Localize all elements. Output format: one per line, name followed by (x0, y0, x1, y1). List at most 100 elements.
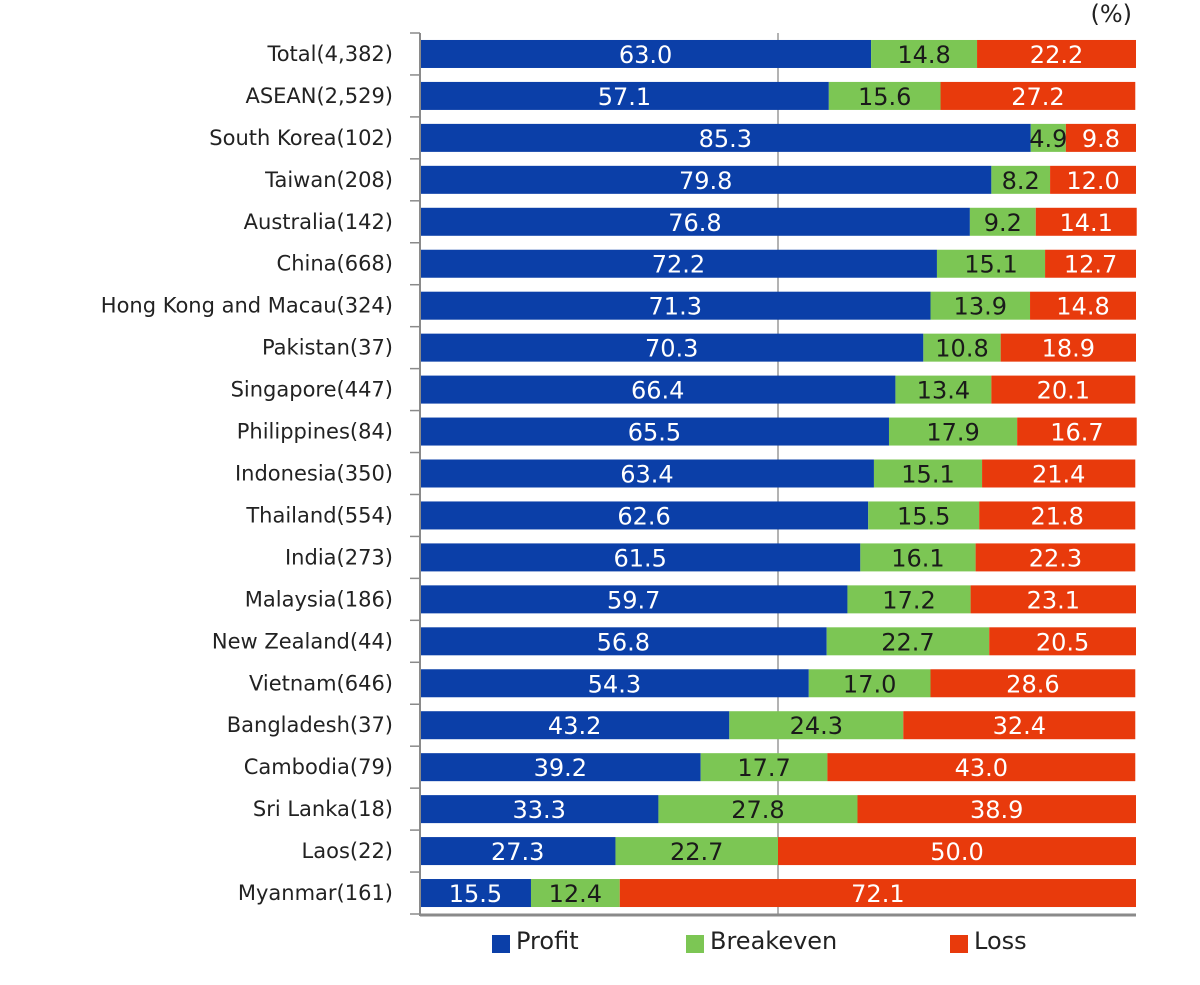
bar-profit (420, 81, 829, 110)
legend-item-profit: Profit (492, 927, 579, 955)
category-label: China(668) (277, 252, 393, 276)
data-label-breakeven: 14.8 (897, 41, 950, 69)
data-label-breakeven: 15.5 (897, 502, 950, 530)
data-label-profit: 66.4 (631, 377, 684, 405)
bar-breakeven (658, 795, 858, 824)
data-label-profit: 61.5 (613, 544, 666, 572)
legend-label-loss: Loss (974, 927, 1027, 955)
data-label-profit: 39.2 (534, 754, 587, 782)
data-label-loss: 18.9 (1042, 335, 1095, 363)
bar-loss (827, 753, 1136, 782)
bar-loss (940, 81, 1136, 110)
bar-breakeven (923, 333, 1001, 362)
bar-breakeven (826, 627, 990, 656)
data-label-breakeven: 12.4 (549, 880, 602, 908)
bar-loss (1030, 291, 1136, 320)
bar-loss (979, 501, 1136, 530)
data-label-loss: 21.8 (1031, 502, 1084, 530)
category-label: Indonesia(350) (235, 462, 393, 486)
category-label: Myanmar(161) (238, 881, 393, 905)
bar-loss (903, 711, 1136, 740)
category-label: Vietnam(646) (249, 671, 393, 695)
data-label-profit: 76.8 (668, 209, 721, 237)
bar-loss (1017, 417, 1137, 446)
bar-loss (857, 795, 1136, 824)
bar-profit (420, 333, 924, 362)
data-label-loss: 9.8 (1082, 125, 1120, 153)
bar-breakeven (936, 249, 1046, 278)
category-label: Sri Lanka(18) (253, 797, 393, 821)
bar-breakeven (930, 291, 1031, 320)
legend-label-profit: Profit (516, 927, 579, 955)
category-label: Hong Kong and Macau(324) (101, 294, 393, 318)
bar-profit (420, 417, 889, 446)
category-label: Taiwan(208) (264, 168, 393, 192)
data-label-breakeven: 16.1 (891, 544, 944, 572)
data-label-profit: 72.2 (652, 251, 705, 279)
bar-breakeven (729, 711, 904, 740)
data-label-breakeven: 27.8 (731, 796, 784, 824)
data-label-loss: 14.1 (1060, 209, 1113, 237)
data-label-loss: 20.5 (1036, 628, 1089, 656)
bar-profit (420, 795, 659, 824)
bar-profit (420, 543, 861, 572)
bar-breakeven (895, 375, 992, 404)
data-label-breakeven: 13.4 (917, 377, 970, 405)
bar-breakeven (860, 543, 976, 572)
bars-layer (420, 39, 1137, 908)
bar-breakeven (700, 753, 828, 782)
data-label-profit: 79.8 (679, 167, 732, 195)
data-label-breakeven: 15.1 (964, 251, 1017, 279)
data-label-breakeven: 13.9 (954, 293, 1007, 321)
category-label: Philippines(84) (237, 420, 393, 444)
data-label-breakeven: 15.6 (858, 83, 911, 111)
data-label-breakeven: 17.7 (737, 754, 790, 782)
category-label: Laos(22) (302, 839, 393, 863)
bar-loss (1065, 123, 1136, 152)
bar-breakeven (991, 165, 1051, 194)
bar-loss (970, 585, 1136, 614)
bar-profit (420, 669, 809, 698)
data-label-profit: 57.1 (598, 83, 651, 111)
bar-loss (1045, 249, 1136, 278)
legend-item-breakeven: Breakeven (686, 927, 837, 955)
axis-layer (410, 32, 1136, 917)
bar-loss (778, 837, 1136, 866)
bar-profit (420, 375, 896, 404)
bar-loss (982, 459, 1136, 488)
bar-profit (420, 627, 827, 656)
data-label-breakeven: 15.1 (901, 461, 954, 489)
legend-label-breakeven: Breakeven (710, 927, 838, 955)
data-label-breakeven: 4.9 (1029, 125, 1067, 153)
bar-breakeven (871, 39, 978, 68)
data-label-profit: 63.4 (620, 461, 673, 489)
bar-profit (420, 459, 874, 488)
data-label-loss: 28.6 (1006, 670, 1059, 698)
category-label: Bangladesh(37) (227, 713, 393, 737)
bar-loss (1035, 207, 1137, 236)
data-label-breakeven: 17.0 (843, 670, 896, 698)
data-label-breakeven: 22.7 (670, 838, 723, 866)
unit-label: (%) (1090, 0, 1132, 28)
bar-profit (420, 711, 730, 740)
labels-layer: Total(4,382) 63.0 14.8 22.2 ASEAN(2,529) 57.1… (101, 41, 1120, 908)
data-label-breakeven: 24.3 (790, 712, 843, 740)
data-label-profit: 43.2 (548, 712, 601, 740)
data-label-breakeven: 22.7 (881, 628, 934, 656)
category-label: Malaysia(186) (245, 587, 393, 611)
data-label-loss: 14.8 (1056, 293, 1109, 321)
data-label-loss: 38.9 (970, 796, 1023, 824)
data-label-profit: 65.5 (628, 419, 681, 447)
bar-breakeven (847, 585, 971, 614)
data-label-breakeven: 17.2 (882, 586, 935, 614)
category-label: India(273) (285, 545, 393, 569)
bar-profit (420, 879, 531, 908)
category-label: New Zealand(44) (212, 629, 393, 653)
bar-profit (420, 753, 701, 782)
data-label-loss: 22.3 (1029, 544, 1082, 572)
category-label: Singapore(447) (231, 378, 393, 402)
legend-swatch-loss (950, 935, 968, 953)
bar-profit (420, 291, 931, 320)
data-label-profit: 56.8 (597, 628, 650, 656)
category-label: Pakistan(37) (262, 336, 393, 360)
